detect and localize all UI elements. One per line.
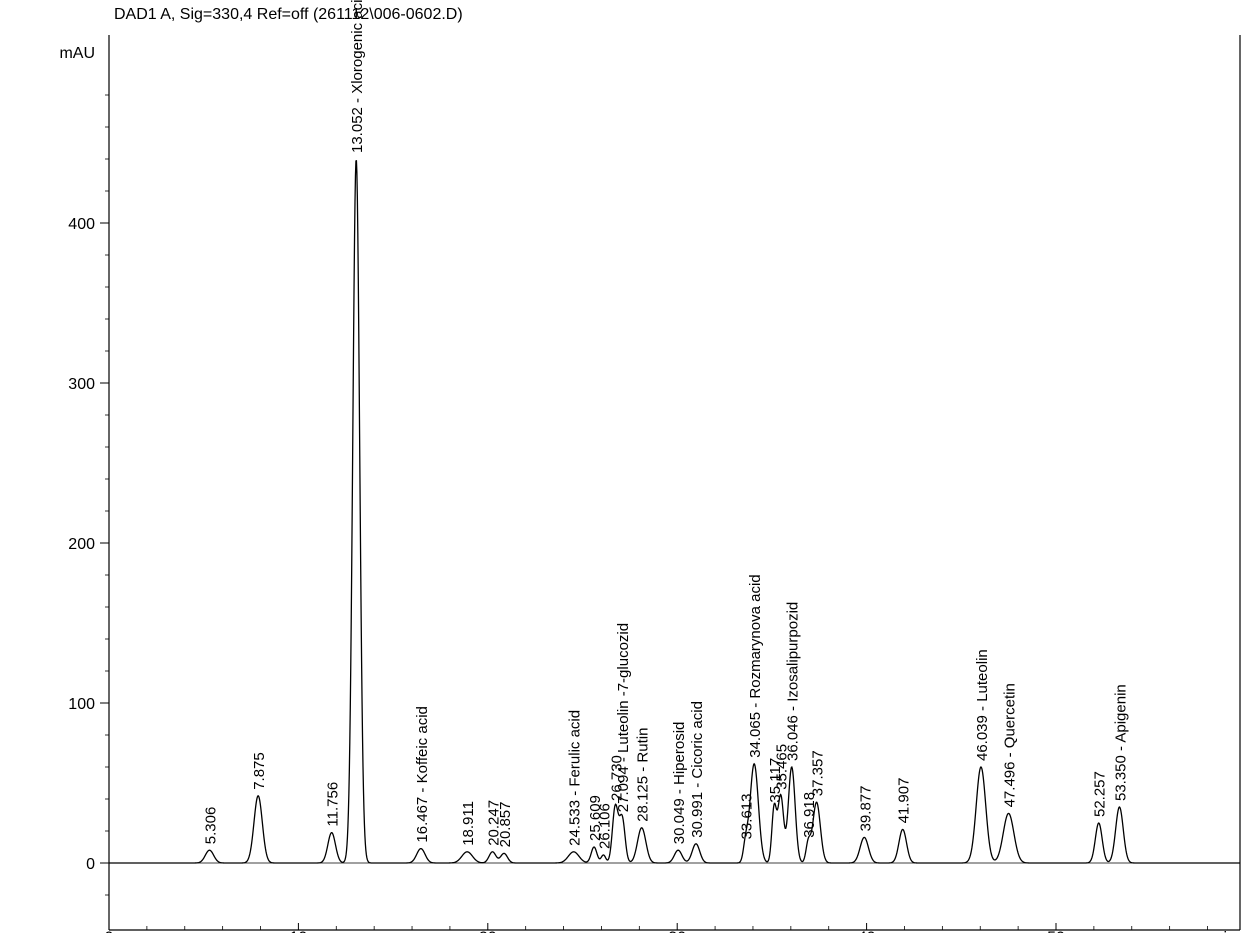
peak-label-11: 26.730 (608, 755, 625, 801)
x-tick-label-10: 10 (290, 929, 308, 933)
peak-label-4: 16.467 - Koffeic acid (414, 706, 431, 842)
x-tick-label-20: 20 (479, 929, 497, 933)
peak-label-16: 33.613 (739, 794, 756, 840)
x-tick-label-0: 0 (105, 929, 114, 933)
peak-label-25: 46.039 - Luteolin (974, 649, 991, 761)
chart-title: DAD1 A, Sig=330,4 Ref=off (261112\006-06… (114, 6, 463, 23)
peak-label-27: 52.257 (1092, 771, 1109, 817)
y-tick-label-100: 100 (68, 696, 95, 713)
peak-label-14: 30.049 - Hiperosid (671, 722, 688, 845)
y-tick-label-200: 200 (68, 536, 95, 553)
peak-label-1: 7.875 (251, 752, 268, 790)
x-tick-label-50: 50 (1047, 929, 1065, 933)
peak-label-0: 5.306 (202, 807, 219, 845)
y-axis-label: mAU (59, 45, 95, 62)
peak-label-12: 27.094 - Luteolin -7-glucozid (615, 623, 632, 812)
y-tick-label-400: 400 (68, 216, 95, 233)
peak-label-8: 24.533 - Ferulic acid (567, 710, 584, 846)
peak-label-6: 20.247 (485, 800, 502, 846)
peak-label-22: 37.357 (810, 750, 827, 796)
peak-label-17: 34.065 - Rozmarynova acid (747, 574, 764, 757)
peak-label-19: 35.465 (774, 744, 791, 790)
y-tick-label-300: 300 (68, 376, 95, 393)
chromatogram-trace (109, 159, 1240, 864)
peak-label-10: 26.106 (596, 803, 613, 849)
peak-label-23: 39.877 (857, 786, 874, 832)
peak-label-26: 47.496 - Quercetin (1002, 683, 1019, 807)
x-tick-label-40: 40 (858, 929, 876, 933)
peak-label-13: 28.125 - Rutin (635, 728, 652, 822)
peak-label-3: 13.052 - Xlorogenic acid (349, 0, 366, 153)
peak-label-18: 35.117 (767, 758, 784, 803)
peak-label-24: 41.907 (896, 778, 913, 824)
peak-label-5: 18.911 (460, 801, 477, 846)
y-tick-label-0: 0 (86, 856, 95, 873)
peak-label-2: 11.756 (325, 782, 342, 827)
peak-label-9: 25.609 (587, 795, 604, 841)
x-axis-label: min (1210, 929, 1236, 933)
peak-label-28: 53.350 - Apigenin (1112, 684, 1129, 801)
peak-label-21: 36.918 (801, 792, 818, 838)
peak-label-7: 20.857 (497, 802, 514, 848)
peak-label-20: 36.046 - Izosalipurpozid (785, 602, 802, 761)
peak-label-15: 30.991 - Cicoric acid (689, 701, 706, 838)
x-tick-label-30: 30 (668, 929, 686, 933)
